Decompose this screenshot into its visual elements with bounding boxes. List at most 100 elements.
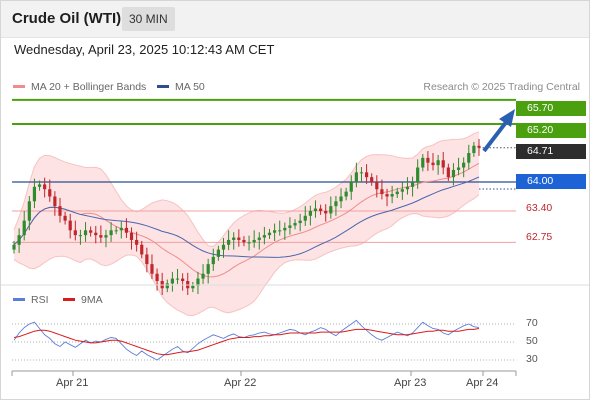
candle-body bbox=[32, 186, 37, 202]
candle-body bbox=[313, 208, 318, 211]
candle-body bbox=[293, 223, 297, 226]
x-label-apr23: Apr 23 bbox=[394, 377, 427, 389]
candles bbox=[12, 139, 481, 296]
candle-body bbox=[43, 184, 47, 190]
legend-swatch-ma20 bbox=[13, 84, 25, 88]
candle-body bbox=[278, 230, 282, 232]
candle-body bbox=[63, 215, 67, 221]
candle-body bbox=[83, 230, 88, 236]
legend-label-ma20: MA 20 + Bollinger Bands bbox=[31, 81, 147, 93]
target-arrow-head bbox=[499, 109, 515, 127]
level-tag-r2: 65.70 bbox=[516, 101, 586, 116]
level-tag-pivot: 64.00 bbox=[516, 174, 586, 189]
candle-body bbox=[283, 227, 287, 231]
candle-body bbox=[267, 232, 272, 236]
interval-button[interactable]: 30 MIN bbox=[122, 7, 175, 31]
candle-body bbox=[400, 189, 404, 192]
header-bar: Crude Oil (WTI) 30 MIN bbox=[1, 1, 589, 38]
candle-body bbox=[416, 167, 420, 182]
candle-body bbox=[410, 182, 415, 187]
x-label-apr21: Apr 21 bbox=[56, 377, 89, 389]
legend-swatch-9ma bbox=[63, 297, 75, 301]
level-label-s1: 63.40 bbox=[526, 202, 553, 214]
candle-body bbox=[196, 278, 200, 286]
legend-ma50: MA 50 bbox=[157, 81, 205, 93]
bollinger-band bbox=[13, 131, 480, 317]
candle-body bbox=[375, 182, 379, 190]
candle-body bbox=[165, 283, 169, 289]
credit-text: Research © 2025 Trading Central bbox=[423, 81, 580, 93]
candle-body bbox=[17, 235, 21, 245]
candle-body bbox=[73, 230, 77, 236]
level-label-s2: 62.75 bbox=[526, 231, 553, 243]
target-arrow bbox=[482, 109, 515, 153]
level-tag-last-label: 64.71 bbox=[527, 145, 554, 157]
legend-swatch-rsi bbox=[13, 297, 25, 301]
candle-body bbox=[477, 145, 481, 148]
candle-body bbox=[124, 227, 129, 233]
candle-body bbox=[37, 184, 42, 187]
candle-body bbox=[216, 249, 220, 257]
candle-body bbox=[48, 189, 52, 197]
candle-body bbox=[170, 278, 175, 284]
candle-body bbox=[94, 232, 98, 236]
candle-body bbox=[78, 235, 83, 237]
candle-body bbox=[227, 239, 231, 245]
ma20-line bbox=[13, 162, 480, 278]
target-arrow-shaft bbox=[482, 119, 509, 153]
candle-body bbox=[237, 237, 241, 240]
candle-body bbox=[339, 196, 343, 202]
candle-body bbox=[53, 196, 57, 207]
candle-body bbox=[221, 244, 226, 250]
candle-body bbox=[181, 278, 185, 282]
candle-body bbox=[119, 227, 123, 231]
candle-body bbox=[359, 172, 364, 174]
candle-body bbox=[201, 273, 205, 279]
legend-rsi: RSI bbox=[13, 294, 49, 306]
level-tag-r1: 65.20 bbox=[516, 123, 586, 138]
candle-body bbox=[58, 206, 62, 216]
candle-body bbox=[257, 237, 261, 240]
rsi-level-30: 30 bbox=[526, 353, 538, 365]
candle-body bbox=[446, 167, 450, 178]
bollinger-lower bbox=[13, 194, 480, 317]
legend-swatch-ma50 bbox=[157, 84, 169, 88]
candle-body bbox=[298, 220, 302, 224]
candle-body bbox=[390, 194, 394, 197]
candle-body bbox=[206, 264, 210, 274]
candle-body bbox=[252, 239, 256, 243]
candle-body bbox=[104, 235, 108, 238]
candle-body bbox=[68, 220, 72, 231]
candle-body bbox=[22, 220, 26, 236]
candle-body bbox=[129, 232, 134, 240]
candle-body bbox=[155, 273, 159, 282]
candle-body bbox=[467, 153, 471, 163]
candle-body bbox=[395, 191, 399, 195]
candle-body bbox=[232, 237, 236, 240]
candle-body bbox=[175, 278, 180, 280]
candle-body bbox=[303, 215, 307, 221]
level-tag-pivot-label: 64.00 bbox=[527, 175, 554, 187]
candle-body bbox=[385, 194, 389, 197]
candle-body bbox=[99, 235, 103, 238]
candle-body bbox=[364, 172, 369, 178]
candle-body bbox=[349, 182, 353, 192]
candle-body bbox=[150, 264, 154, 274]
time-axis bbox=[11, 370, 517, 376]
candle-body bbox=[436, 160, 440, 166]
candle-body bbox=[451, 169, 456, 178]
candle-body bbox=[344, 191, 348, 197]
candle-body bbox=[140, 244, 144, 255]
legend-ma20-bollinger: MA 20 + Bollinger Bands bbox=[13, 81, 146, 93]
candle-body bbox=[211, 256, 215, 265]
candle-body bbox=[431, 162, 435, 166]
candle-body bbox=[12, 244, 16, 250]
candle-body bbox=[405, 186, 410, 190]
legend-label-ma50: MA 50 bbox=[175, 81, 205, 93]
candle-body bbox=[456, 167, 461, 170]
bollinger-band-fill bbox=[14, 131, 479, 316]
candle-body bbox=[370, 177, 374, 182]
legend-label-9ma: 9MA bbox=[81, 294, 103, 306]
level-tag-r1-label: 65.20 bbox=[527, 124, 554, 136]
